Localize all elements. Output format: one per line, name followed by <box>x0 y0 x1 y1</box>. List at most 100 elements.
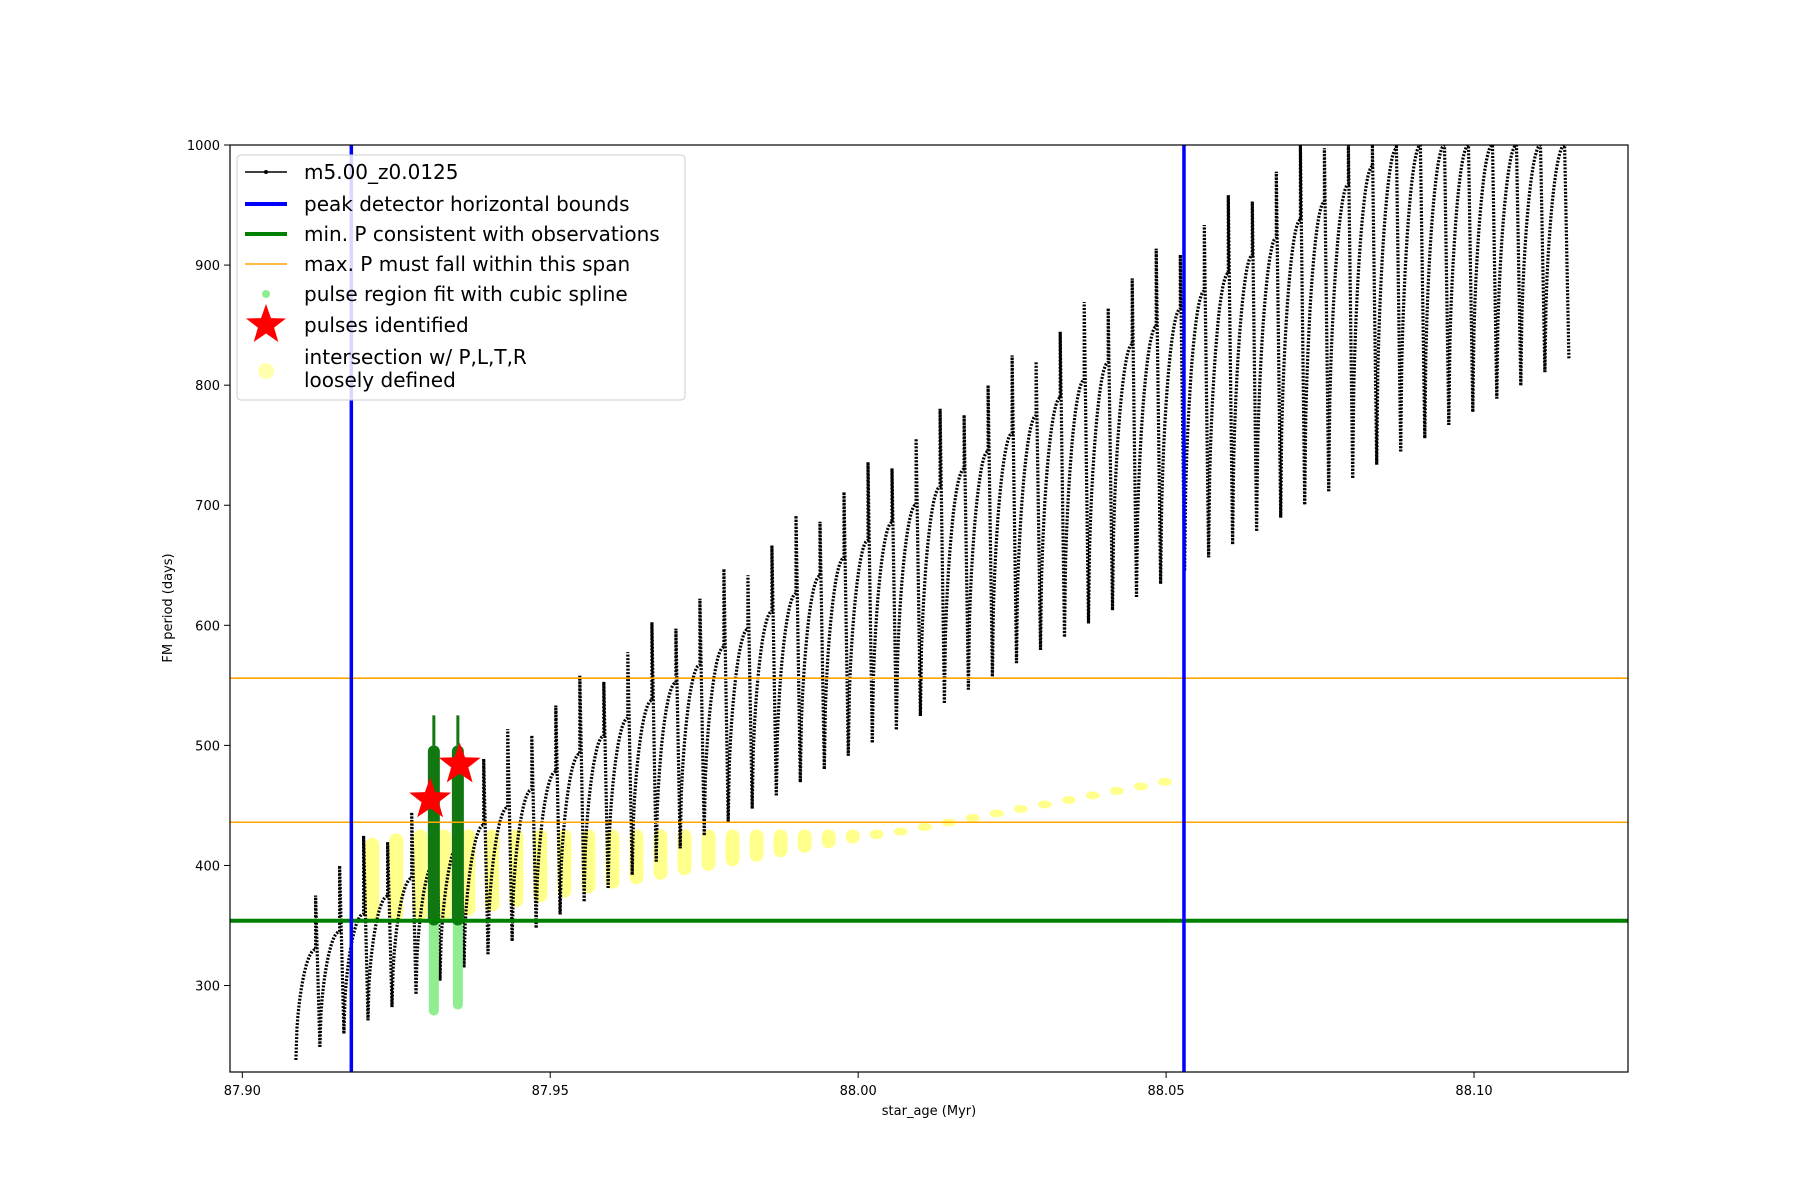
y-tick-label: 1000 <box>187 139 220 154</box>
intersection-marker <box>581 829 596 894</box>
pulse-curve <box>1303 148 1331 505</box>
x-tick-label: 87.90 <box>224 1084 261 1099</box>
y-tick-label: 700 <box>195 499 220 514</box>
pulse-curve <box>558 675 586 915</box>
pulse-curve <box>1495 145 1523 399</box>
spline-fit-dark <box>451 745 464 926</box>
legend-entry: max. P must fall within this span <box>245 252 630 276</box>
y-tick-label: 300 <box>195 980 220 995</box>
pulse-curve <box>1471 145 1499 412</box>
intersection-marker <box>1109 786 1124 795</box>
pulse-curve <box>534 705 562 928</box>
y-tick-label: 900 <box>195 259 220 274</box>
intersection-marker <box>701 829 716 871</box>
intersection-marker <box>437 829 452 921</box>
pulse-curve <box>750 545 778 809</box>
y-tick-label: 600 <box>195 619 220 634</box>
pulse-curve <box>1086 308 1115 624</box>
legend-label-line2: loosely defined <box>304 368 456 392</box>
pulse-curve <box>990 355 1019 677</box>
spline-fit-dark <box>427 745 440 926</box>
pulse-curve <box>1279 145 1307 518</box>
y-tick-label: 500 <box>195 739 220 754</box>
pulse-curve <box>630 622 658 875</box>
intersection-marker <box>653 829 668 880</box>
legend-label: peak detector horizontal bounds <box>304 192 630 216</box>
pulse-curve <box>702 568 730 836</box>
legend-label: m5.00_z0.0125 <box>304 160 459 184</box>
legend-entry: pulses identified <box>246 304 469 342</box>
x-tick-label: 88.00 <box>840 1084 877 1099</box>
plot-area <box>230 145 1628 1072</box>
legend-swatch-dot <box>264 170 268 174</box>
legend-entry: peak detector horizontal bounds <box>245 192 630 216</box>
pulse-curve <box>1134 248 1163 598</box>
pulse-curve <box>1423 145 1451 439</box>
pulse-curve <box>678 598 706 849</box>
pulse-curve <box>1351 145 1379 478</box>
legend-label: pulse region fit with cubic spline <box>304 282 628 306</box>
intersection-marker <box>1157 777 1172 786</box>
y-axis-title: FM period (days) <box>161 553 176 662</box>
legend-entry: pulse region fit with cubic spline <box>262 282 628 306</box>
pulse-curve <box>870 468 898 743</box>
pulse-curve <box>486 729 514 955</box>
intersection-marker <box>749 829 764 862</box>
intersection-marker <box>845 829 860 844</box>
pulse-curve <box>582 681 610 902</box>
intersection-marker <box>1061 795 1076 804</box>
intersection-marker <box>917 823 932 832</box>
legend-swatch <box>262 290 270 298</box>
intersection-marker <box>989 809 1004 818</box>
pulse-curve <box>318 865 346 1047</box>
intersection-marker <box>821 829 836 849</box>
pulse-identified-star <box>409 777 452 818</box>
intersection-marker <box>1133 782 1148 791</box>
pulse-curve <box>1207 195 1235 558</box>
pulse-curve <box>1014 361 1043 664</box>
pulse-curve <box>294 895 322 1061</box>
pulse-curve <box>438 788 466 981</box>
pulse-curve <box>1399 145 1427 452</box>
x-axis-title: star_age (Myr) <box>882 1104 976 1119</box>
intersection-marker <box>893 827 908 836</box>
pulse-curve <box>366 842 394 1021</box>
x-tick-label: 88.05 <box>1147 1084 1184 1099</box>
pulse-curve <box>966 385 994 690</box>
pulse-curve <box>846 462 874 756</box>
axes-frame <box>229 144 1629 1073</box>
pulse-curve <box>1519 145 1547 386</box>
intersection-marker <box>773 829 788 858</box>
pulse-curve <box>798 521 826 783</box>
y-tick-label: 800 <box>195 379 220 394</box>
intersection-marker <box>869 829 884 840</box>
pulse-curve <box>1062 301 1091 637</box>
intersection-marker <box>365 837 380 921</box>
intersection-marker <box>965 813 980 822</box>
pulse-curve <box>1231 201 1259 545</box>
legend-entry: min. P consistent with observations <box>245 222 660 246</box>
intersection-marker <box>797 829 812 853</box>
intersection-marker <box>725 829 740 867</box>
pulse-curve <box>1038 331 1067 650</box>
x-tick-label: 88.10 <box>1455 1084 1492 1099</box>
pulse-curve <box>1110 278 1139 611</box>
intersection-marker <box>413 829 428 921</box>
legend-label: max. P must fall within this span <box>304 252 630 276</box>
pulse-curve <box>654 628 682 862</box>
legend-swatch <box>246 304 286 342</box>
legend-swatch <box>258 363 274 379</box>
legend-label: min. P consistent with observations <box>304 222 660 246</box>
legend-label: pulses identified <box>304 313 469 337</box>
legend-box <box>236 154 686 401</box>
x-tick-label: 87.95 <box>532 1084 569 1099</box>
intersection-marker <box>1085 791 1100 800</box>
pulse-identified-star <box>438 742 481 783</box>
pulse-curve <box>822 491 850 770</box>
y-tick-label: 400 <box>195 859 220 874</box>
pulse-curve <box>918 408 946 717</box>
intersection-marker <box>1013 804 1028 813</box>
